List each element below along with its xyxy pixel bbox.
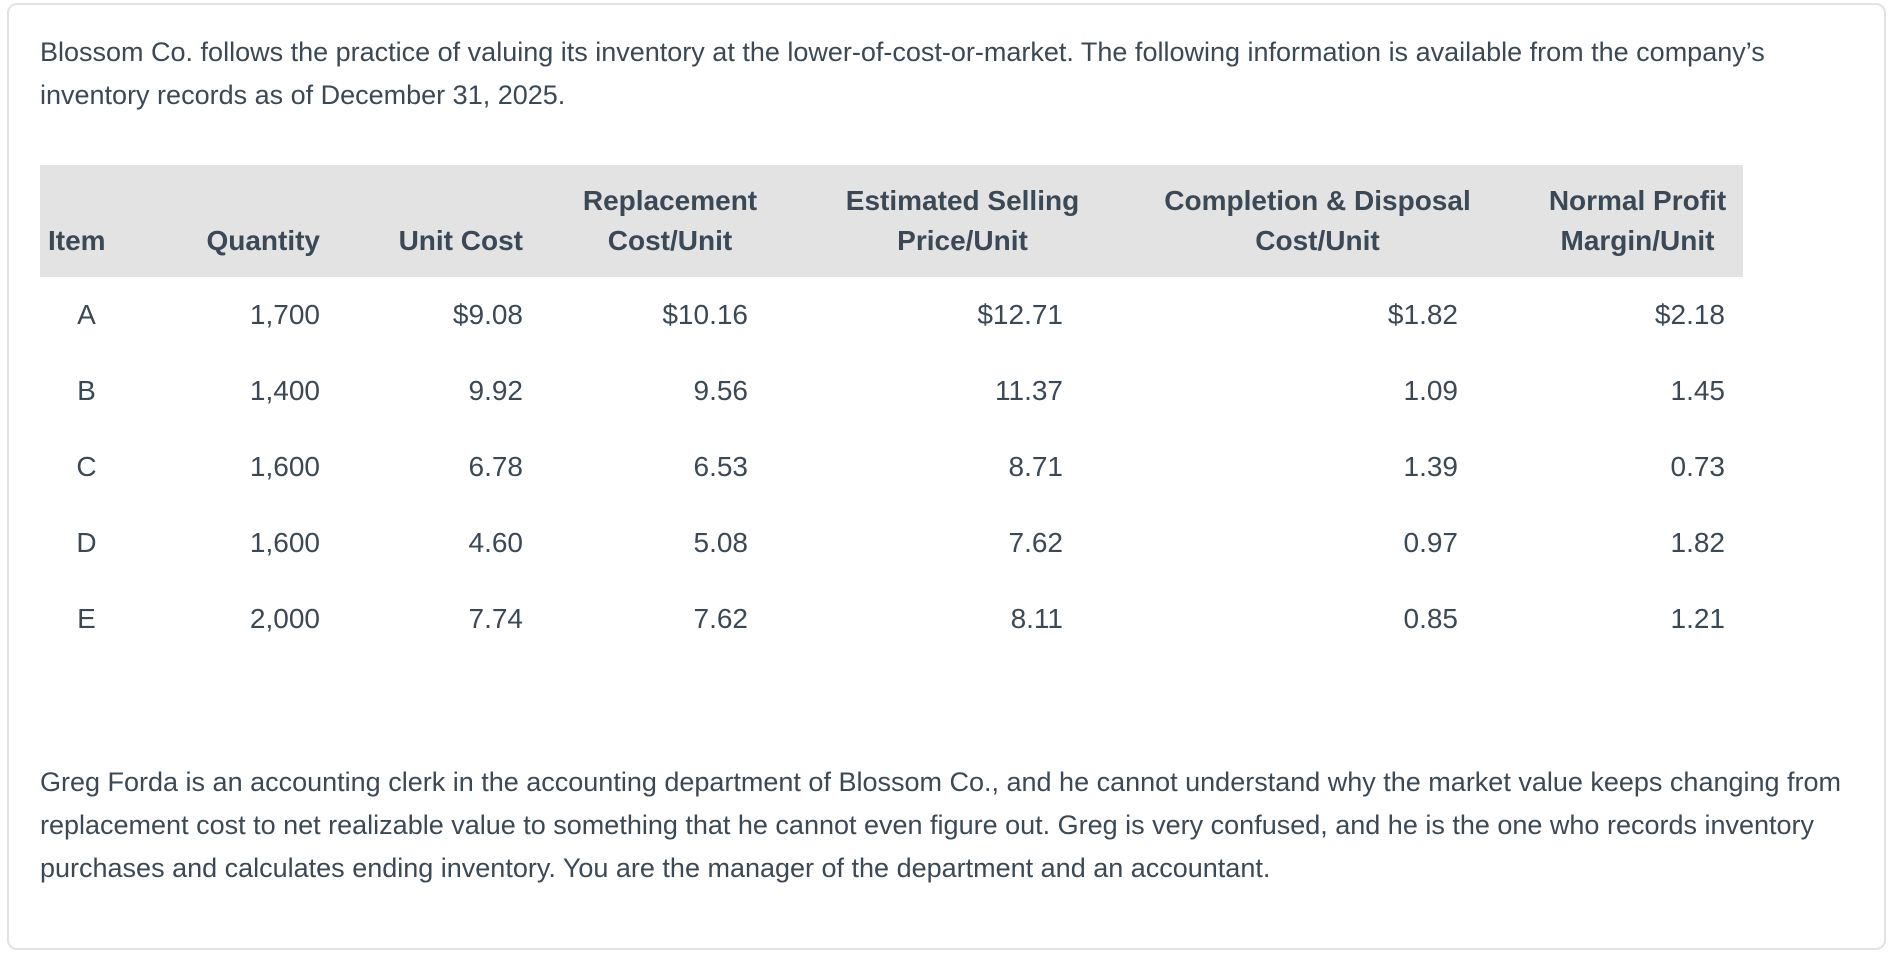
table-cell: 5.08	[528, 505, 793, 581]
column-header-replacement-cost: Replacement Cost/Unit	[528, 165, 793, 277]
closing-paragraph: Greg Forda is an accounting clerk in the…	[40, 767, 1842, 883]
table-cell: $10.16	[528, 277, 793, 353]
table-cell: A	[40, 277, 133, 353]
column-header-quantity: Quantity	[133, 165, 328, 277]
table-cell: C	[40, 429, 133, 505]
table-cell: 1.09	[1103, 353, 1493, 429]
table-cell: B	[40, 353, 133, 429]
table-cell: 9.56	[528, 353, 793, 429]
table-cell: 8.11	[793, 581, 1103, 657]
table-row: E 2,000 7.74 7.62 8.11 0.85 1.21	[40, 581, 1743, 657]
table-cell: 2,000	[133, 581, 328, 657]
table-cell: $12.71	[793, 277, 1103, 353]
table-cell: 7.62	[528, 581, 793, 657]
table-cell: $2.18	[1493, 277, 1743, 353]
table-cell: 7.62	[793, 505, 1103, 581]
table-cell: 1,400	[133, 353, 328, 429]
table-row: A 1,700 $9.08 $10.16 $12.71 $1.82 $2.18	[40, 277, 1743, 353]
table-cell: $1.82	[1103, 277, 1493, 353]
table-cell: 1.39	[1103, 429, 1493, 505]
column-header-item: Item	[40, 165, 133, 277]
table-cell: 1.82	[1493, 505, 1743, 581]
inventory-table: Item Quantity Unit Cost Replacement Cost…	[40, 165, 1743, 657]
table-cell: E	[40, 581, 133, 657]
inventory-table-body: A 1,700 $9.08 $10.16 $12.71 $1.82 $2.18 …	[40, 277, 1743, 657]
table-cell: 8.71	[793, 429, 1103, 505]
column-header-normal-profit: Normal Profit Margin/Unit	[1493, 165, 1743, 277]
inventory-table-header: Item Quantity Unit Cost Replacement Cost…	[40, 165, 1743, 277]
table-cell: 4.60	[328, 505, 528, 581]
table-row: C 1,600 6.78 6.53 8.71 1.39 0.73	[40, 429, 1743, 505]
question-card: Blossom Co. follows the practice of valu…	[7, 3, 1886, 950]
table-cell: 1,700	[133, 277, 328, 353]
table-cell: D	[40, 505, 133, 581]
table-cell: 1.45	[1493, 353, 1743, 429]
column-header-completion-disposal: Completion & Disposal Cost/Unit	[1103, 165, 1493, 277]
table-cell: 1,600	[133, 429, 328, 505]
table-row: D 1,600 4.60 5.08 7.62 0.97 1.82	[40, 505, 1743, 581]
table-cell: 6.78	[328, 429, 528, 505]
table-cell: 11.37	[793, 353, 1103, 429]
table-cell: 1.21	[1493, 581, 1743, 657]
intro-paragraph: Blossom Co. follows the practice of valu…	[40, 37, 1765, 110]
table-row: B 1,400 9.92 9.56 11.37 1.09 1.45	[40, 353, 1743, 429]
table-cell: 6.53	[528, 429, 793, 505]
table-cell: 0.73	[1493, 429, 1743, 505]
table-cell: 7.74	[328, 581, 528, 657]
table-cell: $9.08	[328, 277, 528, 353]
column-header-estimated-selling: Estimated Selling Price/Unit	[793, 165, 1103, 277]
table-cell: 9.92	[328, 353, 528, 429]
table-cell: 0.85	[1103, 581, 1493, 657]
header-row: Item Quantity Unit Cost Replacement Cost…	[40, 165, 1743, 277]
table-cell: 1,600	[133, 505, 328, 581]
table-cell: 0.97	[1103, 505, 1493, 581]
column-header-unit-cost: Unit Cost	[328, 165, 528, 277]
